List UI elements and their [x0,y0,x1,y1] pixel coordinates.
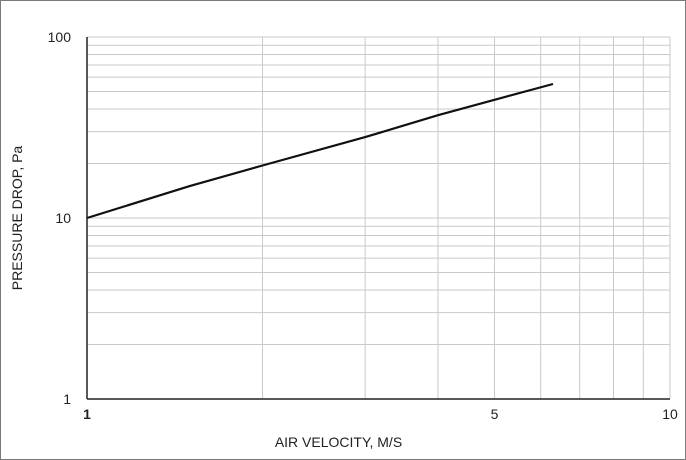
series-line-1 [86,82,554,220]
y-tick-label: 1 [63,391,71,407]
x-tick-label: 5 [491,406,499,422]
grid [87,36,671,399]
y-tick-label: 10 [55,210,71,226]
x-tick-label: 1 [83,406,91,422]
y-tick-label: 100 [48,29,72,45]
tick-labels: 1 5 10 1 10 100 [48,29,678,422]
x-axis-title: AIR VELOCITY, M/S [275,434,402,450]
x-tick-label: 10 [662,406,678,422]
series-layer [86,82,554,220]
y-axis-title: PRESSURE DROP, Pa [9,146,25,291]
